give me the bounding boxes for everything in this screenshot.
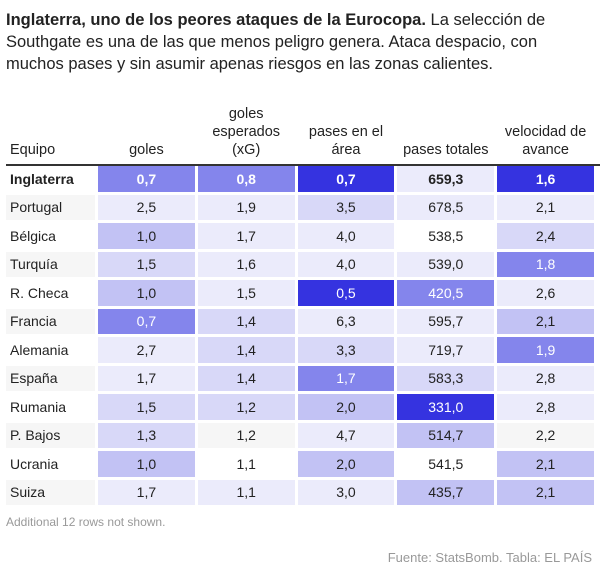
table-row: Ucrania 1,0 1,1 2,0 541,5 2,1 [6,451,594,477]
table-cell: 1,7 [197,223,295,249]
team-name: Rumania [10,398,67,415]
table-cell: 719,7 [397,337,495,363]
table-cell: 1,0 [98,451,195,477]
table-row: R. Checa 1,0 1,5 0,5 420,5 2,6 [6,280,594,306]
header-pases-totales[interactable]: pases totales [403,142,489,158]
table-cell: 1,0 [98,280,195,306]
table-cell: 3,5 [297,194,395,220]
table-cell: 1,2 [197,394,295,420]
table-cell: 2,1 [497,479,594,505]
table-cell: 1,1 [197,451,295,477]
table-cell: 1,9 [497,337,594,363]
table-cell: 1,5 [197,280,295,306]
team-name: Inglaterra [10,170,74,187]
table-cell: 2,4 [497,223,594,249]
table-cell: 2,1 [497,451,594,477]
table-cell: 2,0 [297,394,395,420]
table-cell: 2,5 [98,194,195,220]
table-cell: 1,7 [98,479,195,505]
table-cell: 1,7 [297,365,395,391]
team-name: España [6,365,95,391]
intro-body: La selección de Southgate es una de las … [6,11,546,73]
table-cell: 1,7 [98,365,195,391]
table-cell: 541,5 [397,451,495,477]
header-pases-area[interactable]: pases en el área [308,124,384,158]
table-cell: 1,4 [197,337,295,363]
header-divider [6,164,600,166]
table-cell: 1,2 [197,422,295,448]
stats-table: Equipo goles goles esperados (xG) pases … [3,100,597,508]
table-row: Alemania 2,7 1,4 3,3 719,7 1,9 [6,337,594,363]
table-cell: 539,0 [397,251,495,277]
team-name: Suiza [6,479,95,505]
table-cell: 0,7 [98,166,195,192]
footnote: Additional 12 rows not shown. [6,515,166,529]
table-cell: 1,4 [197,365,295,391]
table-row: Portugal 2,5 1,9 3,5 678,5 2,1 [6,194,594,220]
table-cell: 1,5 [98,394,195,420]
table-cell: 420,5 [397,280,495,306]
table-row: Turquía 1,5 1,6 4,0 539,0 1,8 [6,251,594,277]
header-row: Equipo goles goles esperados (xG) pases … [6,103,594,163]
table-cell: 595,7 [397,308,495,334]
table-cell: 659,3 [397,166,495,192]
table-cell: 331,0 [397,394,495,420]
table-cell: 0,7 [297,166,395,192]
header-goles[interactable]: goles [129,142,164,158]
table-cell: 2,1 [497,308,594,334]
table-cell: 3,3 [297,337,395,363]
table-row: Suiza 1,7 1,1 3,0 435,7 2,1 [6,479,594,505]
team-name: P. Bajos [6,422,95,448]
table-cell: 514,7 [397,422,495,448]
header-equipo[interactable]: Equipo [10,142,56,158]
table-cell: 1,6 [497,166,594,192]
team-name: Alemania [10,341,69,358]
header-xg[interactable]: goles esperados (xG) [212,106,281,158]
table-cell: 0,7 [98,308,195,334]
table-row: P. Bajos 1,3 1,2 4,7 514,7 2,2 [6,422,594,448]
header-velocidad[interactable]: velocidad de avance [504,124,587,158]
table-cell: 1,3 [98,422,195,448]
table-cell: 2,0 [297,451,395,477]
table-cell: 1,8 [497,251,594,277]
team-name: Ucrania [10,455,59,472]
table-cell: 1,6 [197,251,295,277]
table-cell: 1,9 [197,194,295,220]
table-cell: 2,8 [497,365,594,391]
team-name: Portugal [6,194,95,220]
table-cell: 2,2 [497,422,594,448]
table-cell: 538,5 [397,223,495,249]
table-cell: 1,4 [197,308,295,334]
table-row: Francia 0,7 1,4 6,3 595,7 2,1 [6,308,594,334]
table-cell: 2,7 [98,337,195,363]
table-row: España 1,7 1,4 1,7 583,3 2,8 [6,365,594,391]
intro-title: Inglaterra, uno de los peores ataques de… [6,11,426,29]
table-cell: 2,8 [497,394,594,420]
source: Fuente: StatsBomb. Tabla: EL PAÍS [387,550,592,565]
table-cell: 6,3 [297,308,395,334]
team-name: Francia [6,308,95,334]
table-cell: 3,0 [297,479,395,505]
intro-text: Inglaterra, uno de los peores ataques de… [6,9,596,75]
table-cell: 1,5 [98,251,195,277]
table-cell: 1,0 [98,223,195,249]
table-cell: 2,1 [497,194,594,220]
table-row: Inglaterra 0,7 0,8 0,7 659,3 1,6 [6,166,594,192]
team-name: R. Checa [10,284,69,301]
table-cell: 678,5 [397,194,495,220]
table-cell: 435,7 [397,479,495,505]
table-cell: 1,1 [197,479,295,505]
table-row: Rumania 1,5 1,2 2,0 331,0 2,8 [6,394,594,420]
table-cell: 0,5 [297,280,395,306]
table-cell: 0,8 [197,166,295,192]
table-cell: 2,6 [497,280,594,306]
table-cell: 4,7 [297,422,395,448]
table-cell: 4,0 [297,251,395,277]
table-cell: 583,3 [397,365,495,391]
team-name: Bélgica [10,227,56,244]
team-name: Turquía [6,251,95,277]
table-row: Bélgica 1,0 1,7 4,0 538,5 2,4 [6,223,594,249]
table-cell: 4,0 [297,223,395,249]
